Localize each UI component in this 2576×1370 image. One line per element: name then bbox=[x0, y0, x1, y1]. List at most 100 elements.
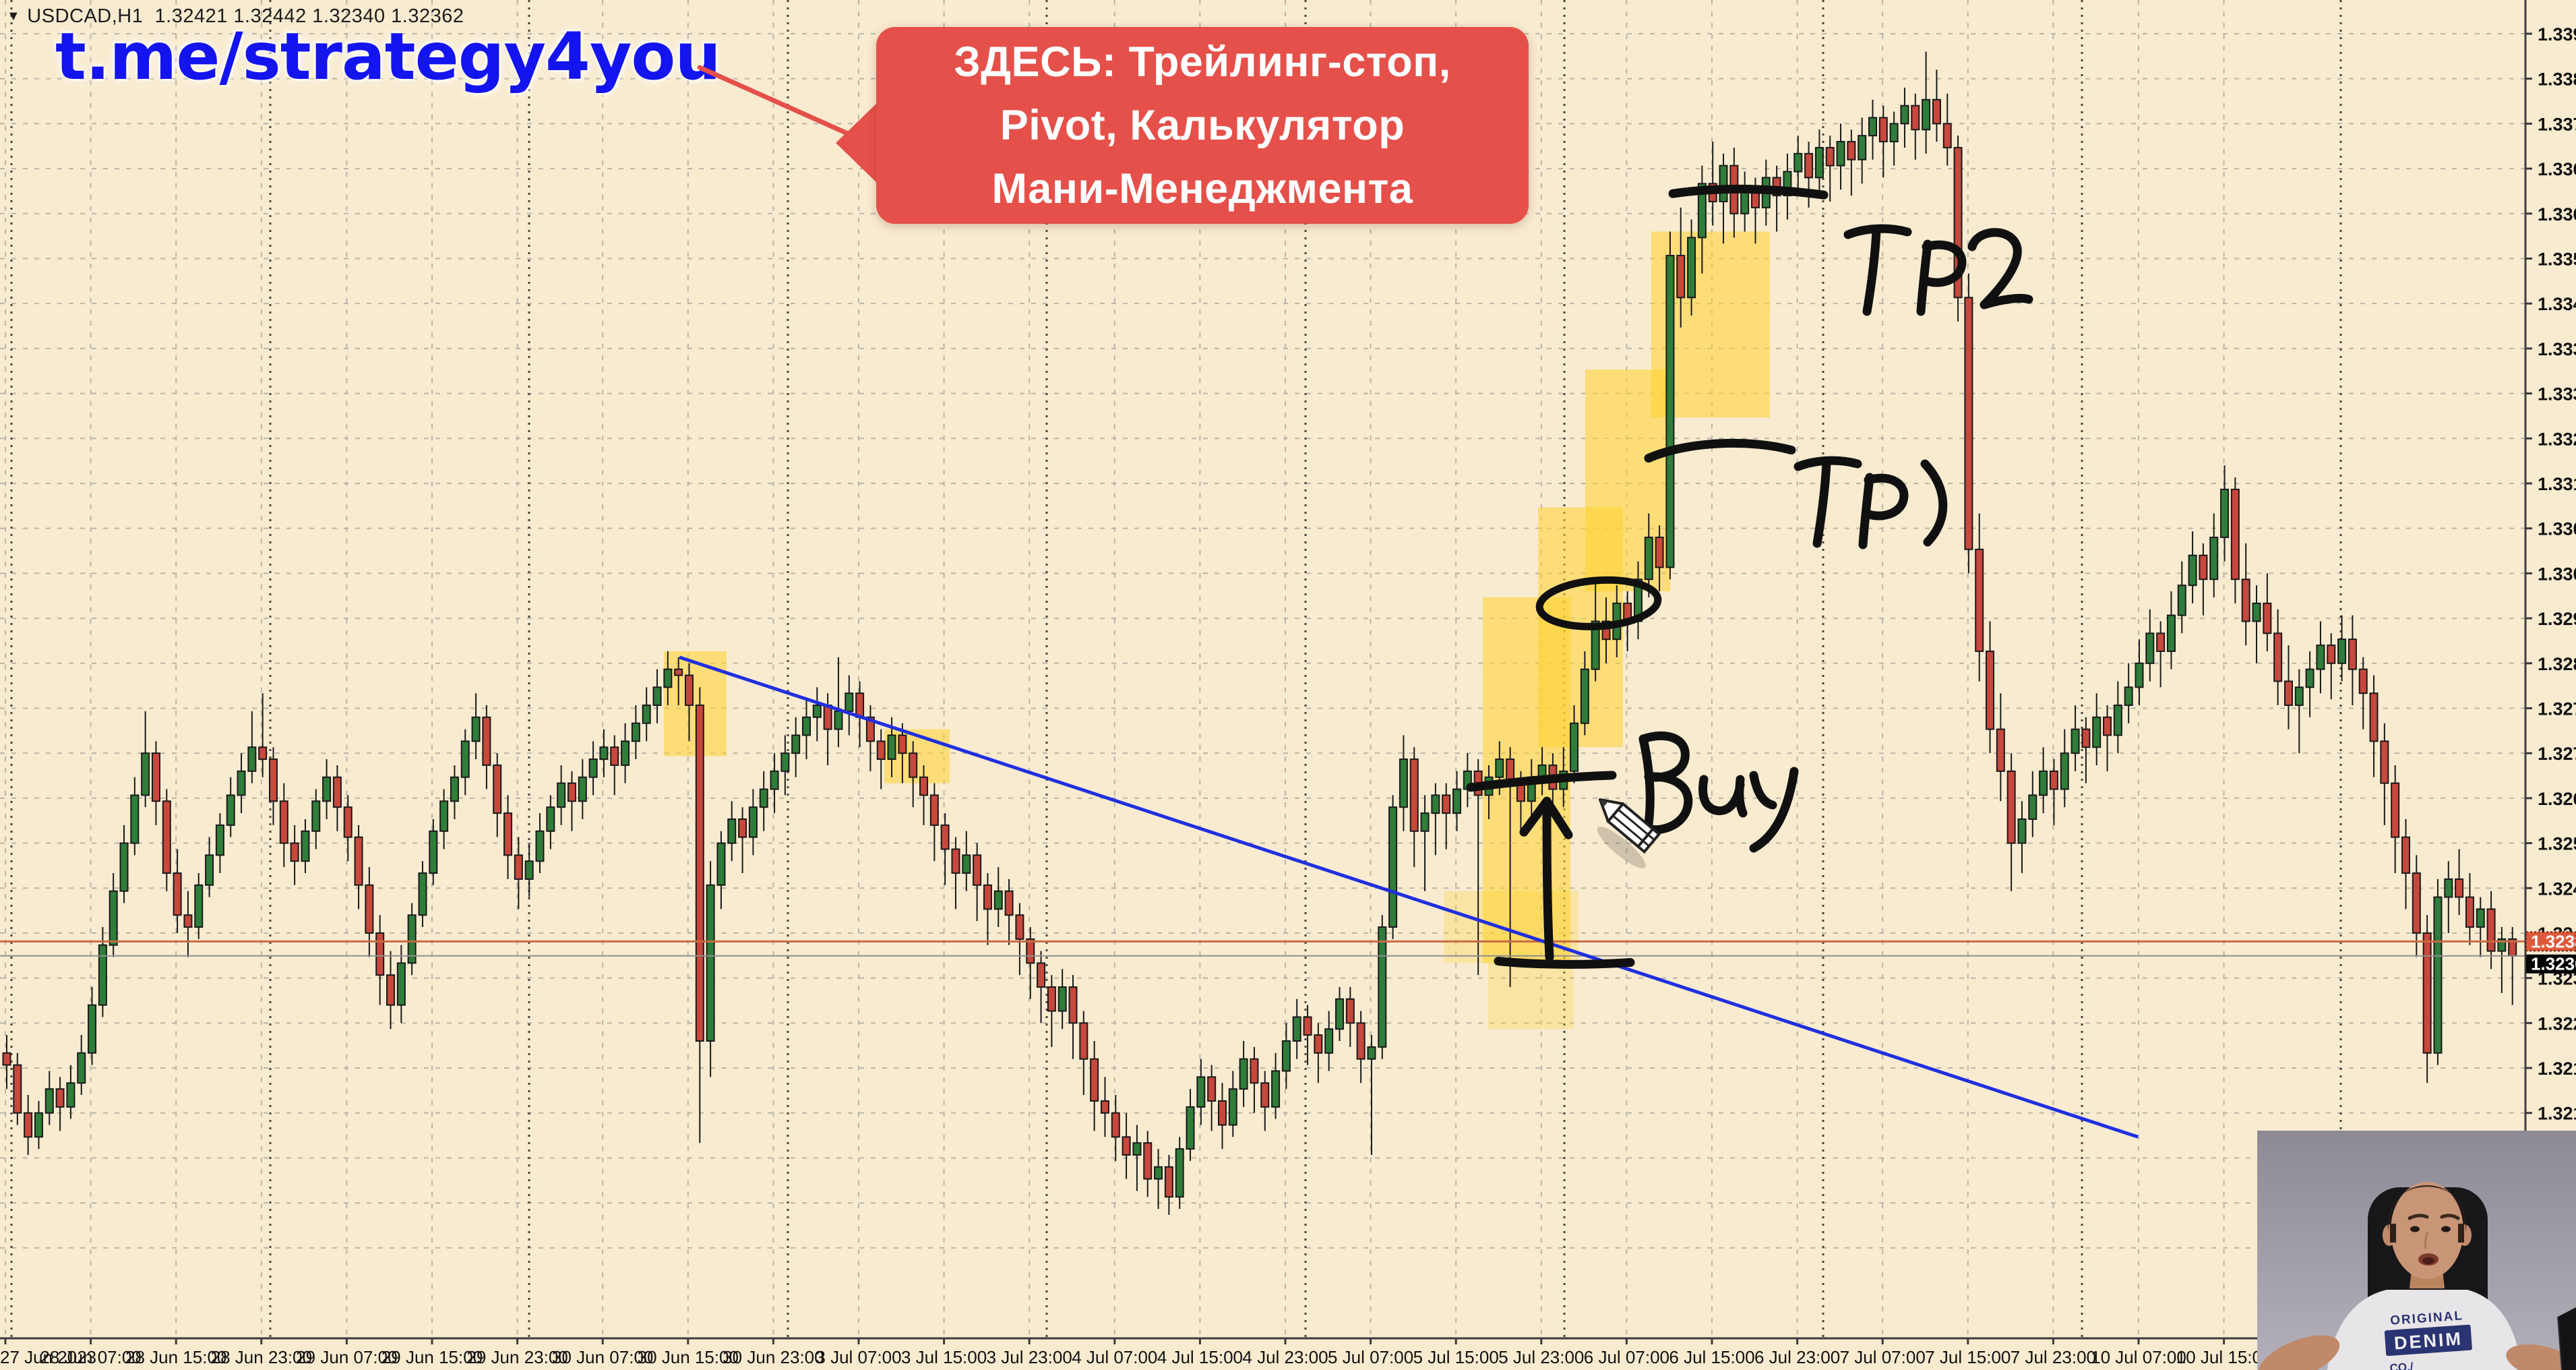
time-axis-label: 28 Jun 15:00 bbox=[125, 1347, 226, 1367]
candle-body bbox=[898, 734, 907, 754]
candle-body bbox=[2294, 686, 2304, 707]
candle-body bbox=[2081, 728, 2091, 748]
candle-body bbox=[1057, 986, 1067, 1012]
candle-body bbox=[1004, 890, 1014, 916]
ohlc-quote-label: 1.32421 1.32442 1.32340 1.32362 bbox=[154, 5, 464, 27]
time-axis-label: 7 Jul 07:00 bbox=[1840, 1347, 1926, 1367]
hand-annotations bbox=[1466, 184, 2033, 969]
price-axis-label: 1.32175 bbox=[2538, 1059, 2576, 1079]
candle-body bbox=[343, 806, 352, 838]
candle-body bbox=[130, 794, 140, 844]
telegram-channel-link[interactable]: t.me/strategy4you bbox=[55, 19, 721, 94]
laptop-corner bbox=[2558, 1307, 2576, 1370]
candle-body bbox=[1207, 1076, 1217, 1102]
price-axis-label: 1.32550 bbox=[2538, 834, 2576, 854]
candle-body bbox=[2337, 638, 2347, 664]
candle-body bbox=[119, 842, 129, 892]
candle-body bbox=[1068, 986, 1078, 1024]
candle-body bbox=[162, 800, 171, 874]
candle-body bbox=[2092, 716, 2102, 748]
candle-body bbox=[2028, 794, 2037, 820]
time-axis-label: 28 Jun 07:00 bbox=[40, 1347, 141, 1367]
candle-body bbox=[226, 794, 235, 826]
time-axis-label: 4 Jul 15:00 bbox=[1157, 1347, 1243, 1367]
candle-body bbox=[269, 758, 278, 802]
candle-body bbox=[1868, 117, 1877, 137]
candle-body bbox=[919, 776, 929, 796]
candle-body bbox=[66, 1082, 75, 1108]
candle-body bbox=[1570, 722, 1579, 772]
candle-body bbox=[1655, 537, 1664, 568]
candle-body bbox=[493, 764, 502, 814]
candle-body bbox=[1580, 668, 1589, 724]
candle-body bbox=[1111, 1112, 1120, 1138]
candle-body bbox=[1037, 962, 1046, 988]
candle-body bbox=[1986, 650, 1995, 730]
candle-body bbox=[429, 830, 438, 874]
candle-body bbox=[599, 746, 609, 761]
candle-body bbox=[684, 674, 694, 707]
candle-body bbox=[1335, 998, 1344, 1030]
candle-body bbox=[77, 1052, 86, 1084]
time-axis-label: 28 Jun 23:00 bbox=[211, 1347, 312, 1367]
candle-body bbox=[887, 734, 896, 761]
candle-body bbox=[2369, 692, 2379, 742]
price-axis-label: 1.33300 bbox=[2538, 384, 2576, 405]
candle-body bbox=[1345, 998, 1355, 1024]
candle-body bbox=[1143, 1142, 1153, 1180]
candle-body bbox=[748, 806, 758, 838]
bid-price-badge bbox=[2526, 954, 2576, 974]
candle-body bbox=[1271, 1070, 1281, 1108]
candle-body bbox=[845, 692, 854, 712]
candle-body bbox=[141, 752, 150, 796]
shirt-logo-bottom: CO./ bbox=[2389, 1361, 2414, 1370]
candle-body bbox=[2401, 836, 2410, 874]
time-axis-label: 7 Jul 15:00 bbox=[1925, 1347, 2011, 1367]
candle-body bbox=[482, 716, 491, 766]
price-axis-label: 1.32700 bbox=[2538, 744, 2576, 764]
candle-body bbox=[471, 716, 481, 742]
candle-body bbox=[1687, 237, 1696, 299]
chevron-down-icon[interactable]: ▼ bbox=[7, 9, 21, 24]
candle-body bbox=[1953, 146, 1963, 299]
candle-body bbox=[855, 692, 865, 718]
shirt-logo-mid: DENIM bbox=[2393, 1328, 2463, 1353]
price-axis-label: 1.32850 bbox=[2538, 654, 2576, 674]
candle-body bbox=[2145, 632, 2155, 664]
candle-body bbox=[2273, 632, 2283, 682]
candle-body bbox=[1836, 141, 1845, 167]
candle-body bbox=[183, 914, 193, 928]
candle-body bbox=[823, 705, 832, 730]
candle-body bbox=[812, 705, 822, 718]
candle-body bbox=[1015, 914, 1024, 940]
candle-body bbox=[365, 884, 374, 934]
candle-body bbox=[1900, 105, 1909, 125]
candle-body bbox=[1601, 620, 1611, 641]
breakout-circle bbox=[1535, 576, 1662, 630]
time-axis-label: 6 Jul 23:00 bbox=[1754, 1347, 1840, 1367]
candle-body bbox=[1217, 1100, 1227, 1126]
candle-body bbox=[439, 800, 449, 832]
candle-body bbox=[1122, 1136, 1131, 1156]
candle-body bbox=[2263, 602, 2272, 634]
candle-body bbox=[322, 776, 332, 802]
price-axis-label: 1.33225 bbox=[2538, 429, 2576, 449]
trendline[interactable] bbox=[679, 655, 2139, 1139]
candle-body bbox=[2124, 686, 2133, 707]
candle-body bbox=[524, 860, 534, 880]
candle-body bbox=[1154, 1166, 1163, 1180]
candle-body bbox=[1090, 1058, 1099, 1102]
price-axis-label: 1.32925 bbox=[2538, 609, 2576, 629]
time-axis-label: 10 Jul 15:00 bbox=[2176, 1347, 2272, 1367]
ask-price-value: 1.32386 bbox=[2531, 931, 2576, 951]
candle-body bbox=[2348, 638, 2357, 670]
candle-body bbox=[909, 752, 918, 778]
candle-body bbox=[1889, 123, 1899, 143]
supply-demand-zone bbox=[664, 651, 727, 756]
shirt-logo: ORIGINAL DENIM CO./ bbox=[2384, 1309, 2472, 1370]
candle-body bbox=[780, 752, 790, 772]
candle-body bbox=[2188, 554, 2197, 587]
